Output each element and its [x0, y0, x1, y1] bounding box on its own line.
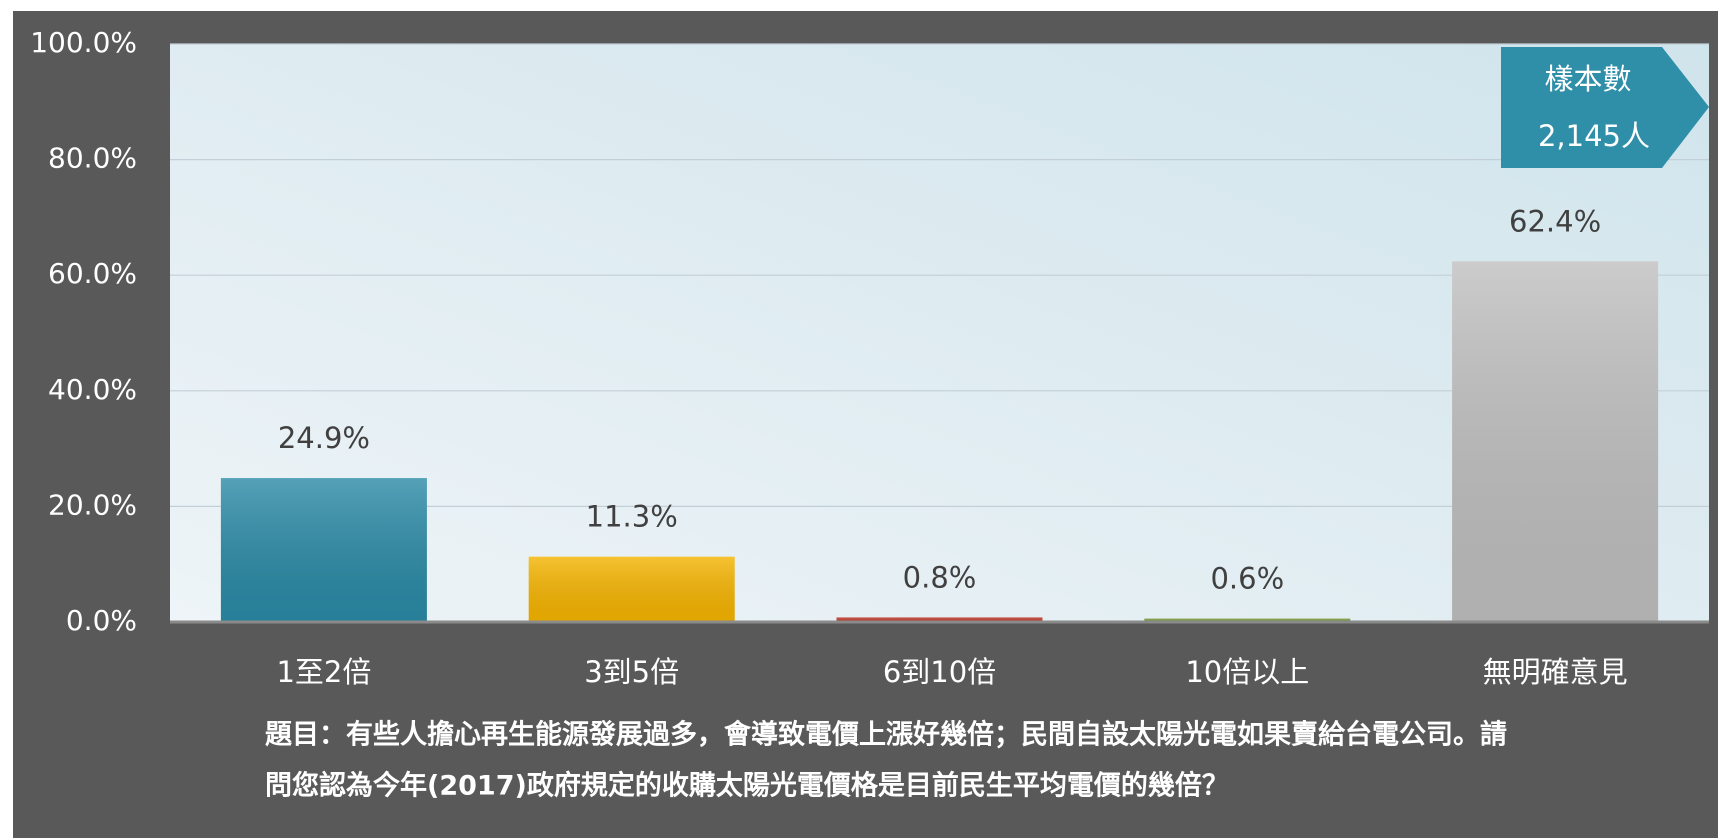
value-label: 0.8%: [903, 560, 977, 594]
bar-shade: [528, 556, 735, 622]
bar-shade: [1144, 618, 1351, 622]
bar-shade: [836, 617, 1043, 622]
footnote: 題目：有些人擔心再生能源發展過多，會導致電價上漲好幾倍；民間自設太陽光電如果賣給…: [265, 719, 1507, 751]
sample-badge: [1501, 47, 1709, 168]
sample-value: 2,145人: [1538, 119, 1650, 153]
x-tick-label: 無明確意見: [1483, 655, 1628, 689]
bar-shade: [1452, 261, 1659, 622]
x-tick-label: 1至2倍: [276, 655, 371, 689]
y-tick-label: 20.0%: [48, 488, 137, 521]
sample-label: 樣本數: [1544, 62, 1631, 96]
y-tick-label: 60.0%: [48, 257, 137, 290]
y-tick-label: 80.0%: [48, 142, 137, 175]
bar-shade: [220, 478, 427, 622]
x-tick-label: 3到5倍: [584, 655, 679, 689]
x-tick-label: 10倍以上: [1185, 655, 1309, 689]
value-label: 24.9%: [278, 421, 370, 455]
y-tick-label: 100.0%: [30, 26, 137, 59]
y-tick-label: 0.0%: [66, 604, 137, 637]
value-label: 11.3%: [586, 500, 678, 534]
x-tick-label: 6到10倍: [883, 655, 996, 689]
footnote: 問您認為今年(2017)政府規定的收購太陽光電價格是目前民生平均電價的幾倍？: [265, 770, 1229, 802]
value-label: 62.4%: [1509, 204, 1601, 238]
value-label: 0.6%: [1210, 562, 1284, 596]
y-tick-label: 40.0%: [48, 373, 137, 406]
